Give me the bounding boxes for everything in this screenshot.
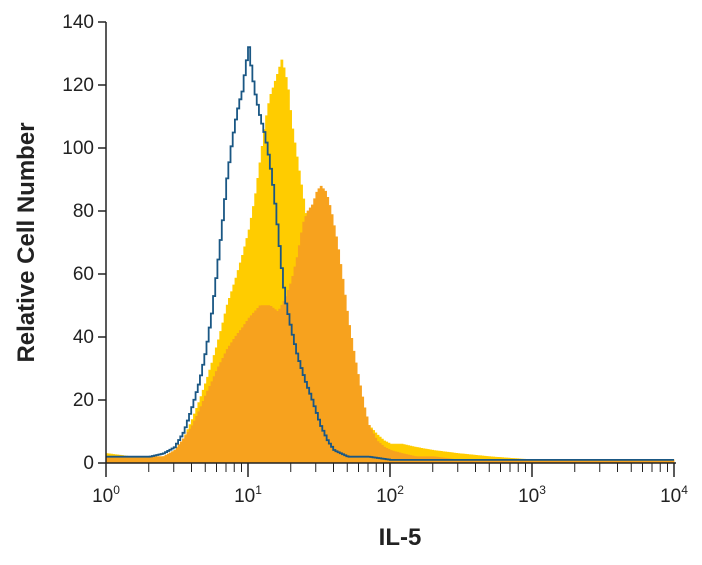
- y-tick-label: 100: [62, 138, 94, 159]
- ticks-layer: 0 20 40 60 80 100 120 140 100 101 102 103 104: [62, 12, 688, 507]
- y-tick-label: 120: [62, 75, 94, 96]
- y-tick-label: 80: [73, 201, 94, 222]
- y-axis-title: Relative Cell Number: [13, 122, 40, 362]
- x-tick-label: 103: [518, 483, 546, 507]
- x-tick-label: 104: [660, 483, 688, 507]
- x-axis-title: IL-5: [379, 524, 422, 551]
- histogram-series-2: [106, 46, 674, 461]
- axes-layer: [105, 22, 676, 464]
- x-tick-label: 101: [234, 483, 262, 507]
- y-tick-label: 0: [83, 453, 94, 474]
- x-tick-label: 102: [376, 483, 404, 507]
- y-tick-label: 40: [73, 327, 94, 348]
- y-tick-label: 20: [73, 390, 94, 411]
- series-layer: [105, 46, 675, 464]
- y-tick-label: 60: [73, 264, 94, 285]
- y-tick-label: 140: [62, 12, 94, 33]
- histogram-series-0: [105, 59, 675, 464]
- x-tick-label: 100: [92, 483, 120, 507]
